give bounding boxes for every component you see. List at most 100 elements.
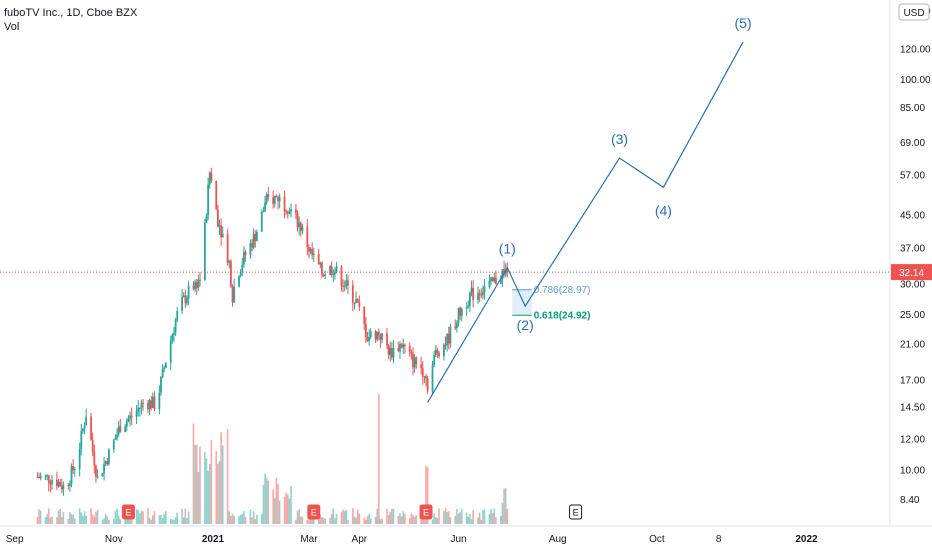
- candle-body: [469, 292, 471, 306]
- time-tick-label: Aug: [549, 534, 567, 545]
- volume-bar: [210, 439, 213, 524]
- candle-body: [431, 364, 434, 392]
- volume-bar: [389, 511, 392, 524]
- candle-body: [117, 426, 120, 435]
- candle-body: [288, 211, 291, 214]
- volume-bar: [425, 465, 427, 524]
- candle-body: [446, 334, 449, 346]
- volume-bar: [436, 518, 439, 524]
- candle-body: [342, 285, 344, 287]
- candle-body: [72, 466, 75, 471]
- volume-bar: [488, 513, 491, 524]
- volume-bar: [239, 515, 242, 524]
- candle-body: [438, 352, 440, 357]
- candlesticks: [36, 167, 509, 496]
- candle-body: [335, 266, 338, 272]
- candle-body: [249, 242, 252, 255]
- candle-body: [283, 196, 286, 211]
- symbol-title[interactable]: fuboTV Inc., 1D, Cboe BZX: [4, 7, 138, 19]
- candle-body: [501, 269, 504, 280]
- candle-body: [379, 334, 382, 340]
- candle-body: [275, 196, 278, 198]
- candle-body: [345, 280, 348, 287]
- candle-body: [374, 331, 377, 340]
- volume-bar: [421, 517, 424, 524]
- candle-body: [160, 377, 162, 393]
- volume-bar: [447, 511, 450, 524]
- candle-body: [277, 197, 279, 202]
- volume-bar: [199, 446, 201, 524]
- volume-bar: [252, 511, 255, 524]
- candle-body: [195, 282, 198, 288]
- volume-bar: [400, 516, 403, 524]
- volume-bar: [238, 516, 240, 524]
- candle-body: [456, 323, 458, 329]
- candle-body: [256, 231, 258, 242]
- candle-body: [125, 421, 128, 427]
- volume-bar: [59, 508, 61, 524]
- volume-bar: [402, 511, 405, 524]
- time-tick-label: Jun: [450, 534, 466, 545]
- candle-body: [203, 222, 206, 281]
- volume-bar: [142, 511, 144, 524]
- volume-bar: [139, 513, 141, 524]
- volume-bar: [163, 513, 166, 524]
- candle-body: [208, 172, 211, 185]
- volume-bar: [147, 508, 149, 524]
- volume-bar: [204, 452, 206, 524]
- volume-bar: [262, 484, 265, 524]
- time-axis[interactable]: Sep Nov 2021 Mar Apr Jun Aug Oct 8 2022: [6, 534, 818, 545]
- candle-body: [329, 266, 331, 275]
- volume-bar: [503, 488, 505, 524]
- volume-bars: [36, 394, 509, 524]
- volume-bar: [446, 511, 448, 524]
- currency-button[interactable]: USD: [898, 3, 930, 21]
- candle-body: [290, 209, 292, 212]
- volume-bar: [104, 514, 107, 524]
- candle-body: [324, 274, 327, 277]
- volume-bar: [197, 471, 200, 524]
- candle-body: [252, 234, 255, 248]
- volume-bar: [306, 519, 309, 524]
- candle-body: [176, 310, 179, 321]
- volume-bar: [103, 518, 105, 524]
- volume-bar: [283, 496, 286, 524]
- price-tick-label: 10.00: [900, 465, 925, 476]
- volume-label[interactable]: Vol: [4, 21, 20, 33]
- price-axis[interactable]: 8.4010.0012.0014.5017.0021.0025.0030.003…: [900, 7, 931, 507]
- candle-body: [95, 465, 97, 477]
- candle-body: [49, 483, 52, 485]
- candle-body: [70, 466, 73, 484]
- candle-body: [47, 475, 50, 484]
- candle-body: [444, 344, 447, 346]
- candle-body: [421, 368, 424, 377]
- volume-bar: [160, 514, 162, 524]
- candle-body: [210, 172, 213, 182]
- volume-bar: [233, 515, 235, 524]
- volume-bar: [298, 509, 300, 524]
- volume-bar: [140, 510, 143, 524]
- volume-bar: [495, 517, 497, 524]
- candle-body: [46, 475, 49, 477]
- volume-bar: [456, 509, 458, 524]
- earnings-marker: [307, 504, 321, 520]
- volume-bar: [114, 510, 117, 524]
- candle-body: [387, 345, 390, 355]
- volume-bar: [265, 477, 268, 524]
- earnings-marker-label: E: [573, 508, 579, 518]
- wave-label: (4): [655, 202, 672, 218]
- volume-bar: [332, 508, 335, 524]
- candle-body: [447, 334, 450, 344]
- volume-bar: [387, 515, 390, 524]
- volume-bar: [506, 509, 509, 524]
- candle-body: [376, 331, 379, 340]
- volume-bar: [356, 509, 359, 524]
- fib-level-label: 0.618(24.92): [534, 311, 591, 322]
- volume-bar: [93, 516, 96, 524]
- volume-bar: [38, 509, 40, 524]
- candle-body: [163, 367, 166, 369]
- last-price-tag: 32.14: [891, 264, 932, 281]
- volume-bar: [46, 514, 48, 524]
